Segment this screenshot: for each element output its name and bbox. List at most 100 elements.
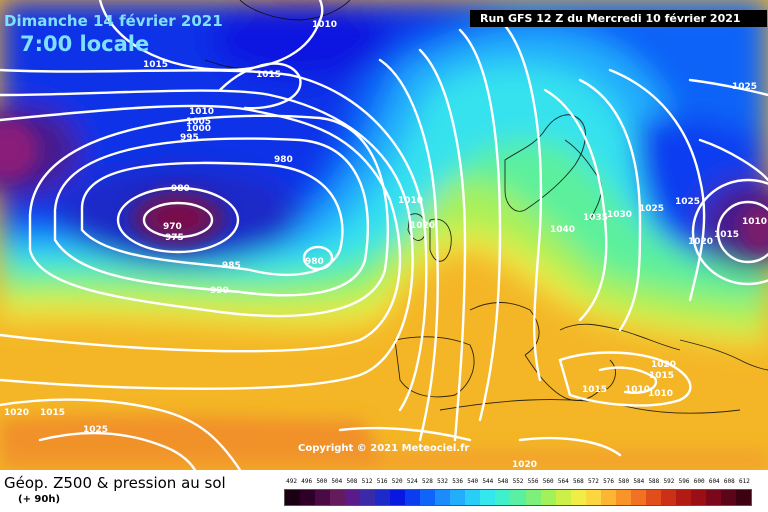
pressure-label: 1015 — [256, 70, 281, 80]
pressure-label: 980 — [171, 184, 190, 194]
colorbar-swatch — [300, 490, 316, 505]
colorbar-tick-label: 572 — [588, 478, 599, 485]
pressure-label: 980 — [274, 155, 293, 165]
colorbar-swatch — [510, 490, 526, 505]
colorbar-tick-label: 600 — [693, 478, 705, 485]
pressure-labels: 1010 1015 1015 1010 1005 1000 995 980 98… — [4, 20, 767, 470]
pressure-label: 1000 — [186, 124, 211, 134]
colorbar-swatch — [495, 490, 511, 505]
colorbar-swatch — [450, 490, 466, 505]
colorbar-tick-label: 588 — [648, 478, 660, 485]
pressure-label: 1025 — [732, 82, 757, 92]
colorbar-swatch — [390, 490, 406, 505]
colorbar-swatch — [345, 490, 361, 505]
z500-color-field: 1010 1015 1015 1010 1005 1000 995 980 98… — [0, 0, 768, 470]
geopotential-map: 1010 1015 1015 1010 1005 1000 995 980 98… — [0, 0, 768, 470]
colorbar-tick-label: 536 — [452, 478, 464, 485]
colorbar-tick-label: 540 — [467, 478, 479, 485]
colorbar-tick-label: 552 — [512, 478, 524, 485]
colorbar-swatch — [360, 490, 376, 505]
pressure-label: 1025 — [639, 204, 664, 214]
colorbar-labels: 492 496 500 504 508 512 516 520 524 528 532 536 540 5… — [284, 478, 752, 488]
colorbar-swatch — [600, 490, 616, 505]
pressure-label: 1020 — [410, 221, 435, 231]
colorbar-swatch — [375, 490, 391, 505]
colorbar-tick-label: 612 — [739, 478, 750, 485]
pressure-label: 1015 — [649, 371, 674, 381]
pressure-label: 1040 — [550, 225, 575, 235]
colorbar-tick-label: 548 — [497, 478, 509, 485]
colorbar-tick-label: 604 — [708, 478, 720, 485]
colorbar-tick-label: 608 — [723, 478, 735, 485]
colorbar-swatch — [705, 490, 721, 505]
colorbar-swatch — [540, 490, 556, 505]
colorbar-tick-label: 532 — [437, 478, 448, 485]
colorbar-tick-label: 576 — [603, 478, 614, 485]
pressure-label: 990 — [210, 286, 229, 296]
colorbar-tick-label: 544 — [482, 478, 494, 485]
pressure-label: 1010 — [189, 107, 214, 117]
pressure-label: 1010 — [312, 20, 337, 30]
colorbar-swatch — [630, 490, 646, 505]
colorbar-swatch — [285, 490, 301, 505]
colorbar-swatch — [330, 490, 346, 505]
pressure-label: 970 — [163, 222, 182, 232]
pressure-label: 1025 — [83, 425, 108, 435]
colorbar-tick-label: 564 — [557, 478, 569, 485]
colorbar-tick-label: 500 — [316, 478, 328, 485]
pressure-label: 1010 — [742, 217, 767, 227]
colorbar-tick-label: 496 — [301, 478, 313, 485]
pressure-label: 1020 — [4, 408, 29, 418]
colorbar-tick-label: 512 — [361, 478, 373, 485]
map-title: Géop. Z500 & pression au sol — [4, 474, 226, 492]
pressure-label: 1015 — [582, 385, 607, 395]
pressure-label: 1020 — [512, 460, 537, 470]
pressure-label: 975 — [165, 233, 184, 243]
pressure-label: 1025 — [675, 197, 700, 207]
model-run-label: Run GFS 12 Z du Mercredi 10 février 2021 — [470, 10, 767, 27]
pressure-label: 1020 — [651, 360, 676, 370]
colorbar-swatch — [720, 490, 736, 505]
colorbar-swatch — [690, 490, 706, 505]
pressure-label: 1015 — [714, 230, 739, 240]
colorbar-swatch — [570, 490, 586, 505]
pressure-label: 985 — [222, 261, 241, 271]
pressure-label: 1005 — [186, 117, 211, 127]
pressure-label: 1010 — [648, 389, 673, 399]
colorbar-tick-label: 528 — [421, 478, 433, 485]
colorbar-tick-label: 584 — [633, 478, 645, 485]
colorbar-swatch — [480, 490, 496, 505]
colorbar-tick-label: 596 — [678, 478, 690, 485]
pressure-label: 995 — [180, 133, 199, 143]
pressure-label: 1035 — [583, 213, 608, 223]
colorbar-tick-label: 592 — [663, 478, 675, 485]
forecast-date: Dimanche 14 février 2021 — [4, 12, 223, 30]
pressure-label: 1010 — [398, 196, 423, 206]
colorbar-tick-label: 508 — [346, 478, 358, 485]
colorbar-swatch — [315, 490, 331, 505]
colorbar-tick-label: 560 — [542, 478, 554, 485]
coastlines — [204, 0, 768, 414]
colorbar-tick-label: 504 — [331, 478, 343, 485]
colorbar-tick-label: 520 — [391, 478, 403, 485]
isobars — [0, 0, 768, 470]
colorbar-swatch — [435, 490, 451, 505]
colorbar-swatch — [735, 490, 751, 505]
pressure-label: 980 — [305, 257, 324, 267]
colorbar-swatch — [525, 490, 541, 505]
pressure-label: 1015 — [40, 408, 65, 418]
colorbar-swatch — [660, 490, 676, 505]
pressure-label: 1030 — [607, 210, 632, 220]
colorbar — [284, 489, 752, 506]
forecast-lead: (+ 90h) — [18, 494, 61, 505]
colorbar-swatch — [555, 490, 571, 505]
colorbar-tick-label: 524 — [406, 478, 418, 485]
forecast-time: 7:00 locale — [20, 32, 150, 56]
colorbar-swatch — [645, 490, 661, 505]
colorbar-tick-label: 568 — [572, 478, 584, 485]
pressure-label: 1010 — [625, 385, 650, 395]
colorbar-swatch — [420, 490, 436, 505]
colorbar-tick-label: 492 — [286, 478, 297, 485]
colorbar-swatch — [405, 490, 421, 505]
